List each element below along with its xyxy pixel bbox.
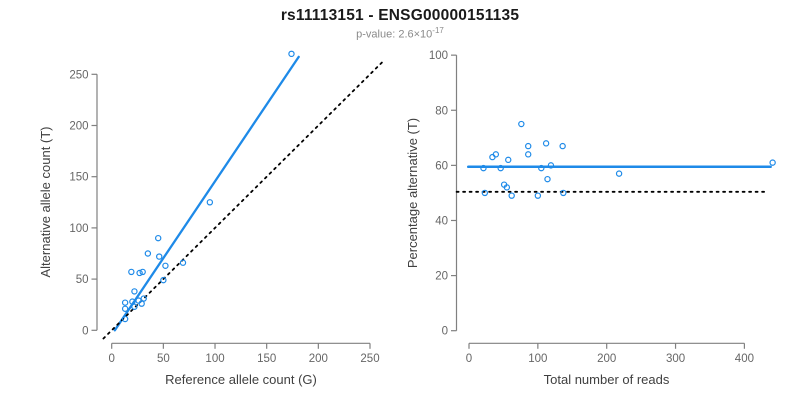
data-point bbox=[121, 315, 129, 323]
data-point bbox=[481, 189, 489, 197]
data-point bbox=[769, 159, 776, 166]
y-tick-label: 0 bbox=[442, 326, 448, 338]
fit-line bbox=[113, 55, 300, 332]
data-point bbox=[136, 269, 143, 277]
x-tick-label: 0 bbox=[466, 353, 472, 365]
y-tick-label: 60 bbox=[435, 160, 448, 172]
data-point bbox=[160, 276, 167, 284]
reference-line bbox=[102, 59, 386, 340]
data-point bbox=[128, 268, 135, 276]
data-point bbox=[131, 303, 138, 310]
data-point bbox=[162, 262, 169, 269]
data-point bbox=[288, 50, 295, 58]
data-point bbox=[135, 297, 142, 304]
x-tick-label: 50 bbox=[157, 353, 170, 365]
x-tick-label: 100 bbox=[528, 353, 547, 365]
data-point bbox=[560, 189, 567, 197]
data-point bbox=[139, 268, 146, 276]
y-tick-label: 40 bbox=[435, 215, 448, 227]
data-point bbox=[154, 234, 162, 242]
x-axis-label: Reference allele count (G) bbox=[165, 372, 317, 387]
data-point bbox=[144, 250, 152, 257]
data-point bbox=[505, 156, 512, 164]
x-tick-label: 200 bbox=[309, 353, 328, 365]
y-tick-label: 250 bbox=[69, 69, 88, 81]
y-tick-label: 100 bbox=[69, 223, 88, 235]
pvalue-subtitle: p-value: 2.6×10-17 bbox=[0, 26, 800, 41]
y-tick-label: 80 bbox=[435, 105, 448, 117]
x-tick-label: 400 bbox=[735, 353, 754, 365]
x-tick-label: 250 bbox=[360, 353, 379, 365]
data-point bbox=[538, 164, 545, 172]
x-tick-label: 300 bbox=[666, 353, 685, 365]
data-point bbox=[206, 199, 214, 206]
data-point bbox=[525, 142, 532, 150]
x-axis-label: Total number of reads bbox=[544, 372, 670, 387]
data-point bbox=[559, 142, 566, 150]
data-point bbox=[179, 259, 187, 266]
y-tick-label: 150 bbox=[69, 172, 88, 184]
data-point bbox=[497, 164, 504, 172]
data-point bbox=[140, 295, 147, 302]
y-tick-label: 200 bbox=[69, 121, 88, 133]
data-point bbox=[156, 253, 163, 260]
plot-2-percentage-vs-reads-scatter: 0 100 200 300 400 0 20 40 60 80 100 Total number of… bbox=[405, 50, 776, 387]
data-point bbox=[492, 151, 500, 158]
data-point bbox=[544, 175, 551, 183]
data-point bbox=[480, 164, 487, 172]
pvalue-text: p-value: 2.6×10 bbox=[356, 28, 433, 41]
data-point bbox=[121, 299, 129, 306]
data-point bbox=[542, 140, 550, 147]
y-tick-label: 20 bbox=[435, 271, 448, 283]
data-point bbox=[525, 151, 532, 158]
x-tick-label: 100 bbox=[205, 353, 224, 365]
x-tick-label: 0 bbox=[108, 353, 114, 365]
data-point bbox=[534, 192, 542, 199]
y-tick-label: 0 bbox=[82, 325, 88, 337]
y-axis-label: Alternative allele count (T) bbox=[38, 126, 53, 277]
data-point bbox=[615, 170, 623, 177]
y-tick-label: 50 bbox=[76, 274, 89, 286]
main-title: rs11113151 - ENSG00000151135 bbox=[280, 7, 520, 24]
y-axis-label: Percentage alternative (T) bbox=[405, 118, 420, 268]
data-point bbox=[138, 300, 145, 307]
plot-1-allele-counts-scatter: 0 50 100 150 200 250 0 50 100 150 200 250 Reference … bbox=[38, 50, 386, 387]
x-tick-label: 150 bbox=[257, 353, 276, 365]
y-tick-label: 100 bbox=[429, 50, 448, 62]
pvalue-exponent: -17 bbox=[432, 26, 444, 35]
data-point bbox=[518, 120, 525, 128]
data-point bbox=[547, 162, 555, 169]
data-point bbox=[131, 288, 138, 295]
data-point bbox=[508, 192, 515, 199]
x-tick-label: 200 bbox=[597, 353, 616, 365]
data-point bbox=[121, 305, 129, 312]
data-point bbox=[503, 184, 511, 191]
data-point bbox=[129, 298, 136, 305]
